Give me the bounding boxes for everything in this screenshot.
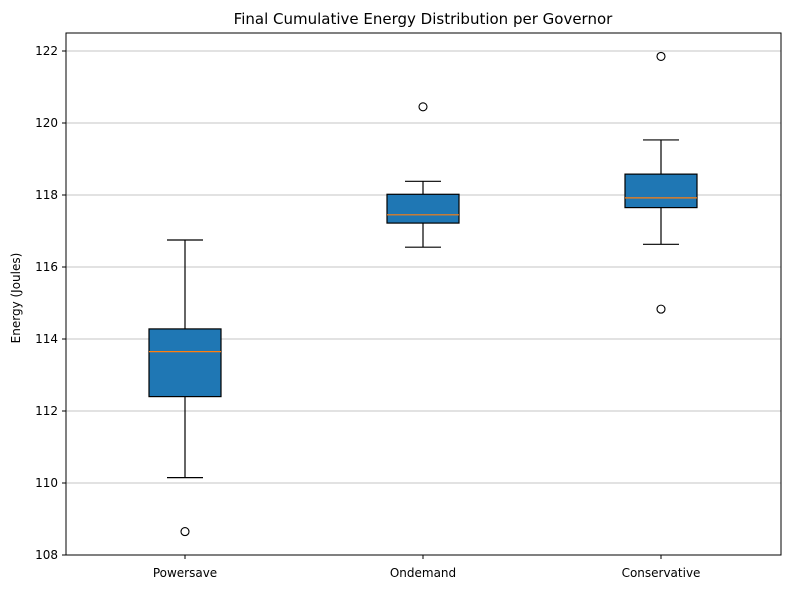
y-tick-label: 114 bbox=[35, 332, 58, 346]
box-group-ondemand bbox=[386, 102, 460, 248]
axis-ticks: 108 110 112 114 116 118 120 122 Powersave Ondeman… bbox=[35, 44, 700, 580]
y-tick-label: 122 bbox=[35, 44, 58, 58]
iqr-box bbox=[148, 328, 222, 398]
x-tick-label: Conservative bbox=[622, 566, 701, 580]
y-tick-label: 112 bbox=[35, 404, 58, 418]
y-tick-label: 110 bbox=[35, 476, 58, 490]
y-tick-label: 118 bbox=[35, 188, 58, 202]
boxes bbox=[148, 51, 698, 537]
outlier-point bbox=[656, 304, 666, 314]
chart-title: Final Cumulative Energy Distribution per… bbox=[234, 10, 613, 28]
iqr-box bbox=[386, 193, 460, 224]
y-axis-label: Energy (Joules) bbox=[9, 253, 23, 344]
y-tick-label: 108 bbox=[35, 548, 58, 562]
x-tick-label: Ondemand bbox=[390, 566, 456, 580]
outlier-point bbox=[656, 51, 666, 61]
y-tick-label: 116 bbox=[35, 260, 58, 274]
grid-lines bbox=[66, 50, 781, 556]
x-tick-label: Powersave bbox=[153, 566, 217, 580]
plot-frame bbox=[65, 32, 782, 556]
box-group-conservative bbox=[624, 51, 698, 314]
outlier-point bbox=[180, 527, 190, 537]
iqr-box bbox=[624, 173, 698, 209]
y-tick-label: 120 bbox=[35, 116, 58, 130]
outlier-point bbox=[418, 102, 428, 112]
box-group-powersave bbox=[148, 239, 222, 537]
